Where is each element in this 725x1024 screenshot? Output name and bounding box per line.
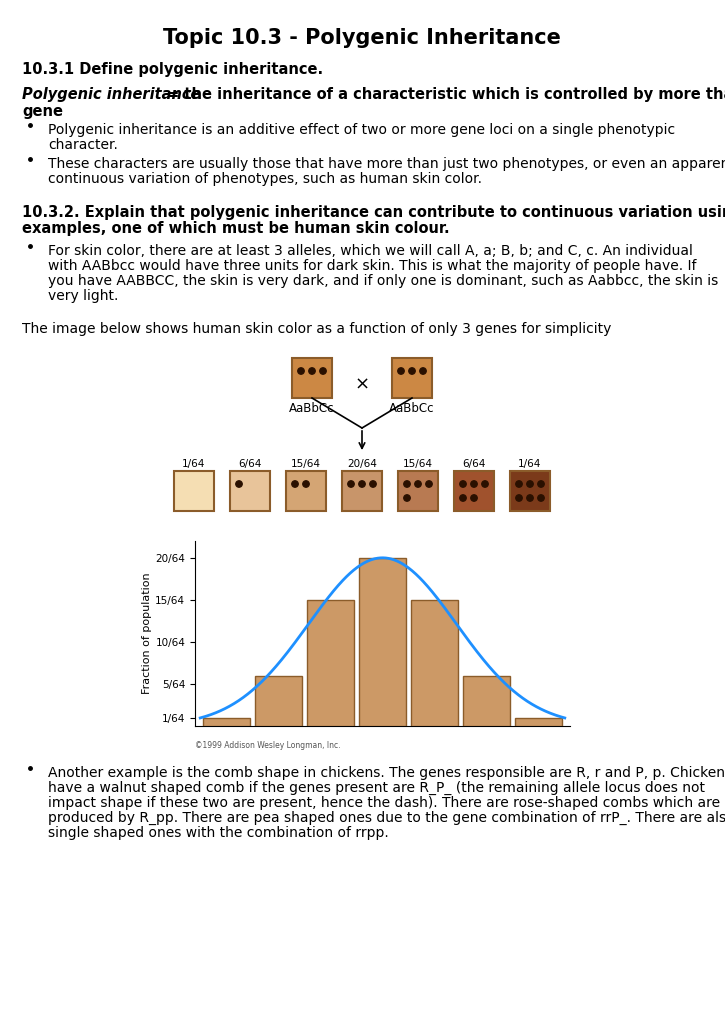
Circle shape <box>236 481 242 487</box>
Circle shape <box>538 495 544 501</box>
Text: 20/64: 20/64 <box>347 459 377 469</box>
Text: AaBbCc: AaBbCc <box>389 402 435 415</box>
Text: Polygenic inheritance: Polygenic inheritance <box>22 87 200 102</box>
Bar <box>292 358 332 398</box>
Text: 1/64: 1/64 <box>182 459 206 469</box>
Text: 6/64: 6/64 <box>239 459 262 469</box>
Circle shape <box>538 481 544 487</box>
Bar <box>392 358 432 398</box>
Text: = the inheritance of a characteristic which is controlled by more than one: = the inheritance of a characteristic wh… <box>162 87 725 102</box>
Text: AaBbCc: AaBbCc <box>289 402 335 415</box>
Circle shape <box>409 368 415 374</box>
Text: For skin color, there are at least 3 alleles, which we will call A, a; B, b; and: For skin color, there are at least 3 all… <box>48 244 693 258</box>
Bar <box>398 471 438 511</box>
Text: you have AABBCC, the skin is very dark, and if only one is dominant, such as Aab: you have AABBCC, the skin is very dark, … <box>48 274 718 288</box>
Circle shape <box>398 368 405 374</box>
Text: 10.3.1 Define polygenic inheritance.: 10.3.1 Define polygenic inheritance. <box>22 62 323 77</box>
Bar <box>342 471 382 511</box>
Circle shape <box>527 481 533 487</box>
Bar <box>307 600 354 726</box>
Circle shape <box>420 368 426 374</box>
Text: 1/64: 1/64 <box>518 459 542 469</box>
Circle shape <box>426 481 432 487</box>
Text: 15/64: 15/64 <box>403 459 433 469</box>
Text: ©1999 Addison Wesley Longman, Inc.: ©1999 Addison Wesley Longman, Inc. <box>195 740 341 750</box>
Bar <box>454 471 494 511</box>
Text: examples, one of which must be human skin colour.: examples, one of which must be human ski… <box>22 221 450 236</box>
Circle shape <box>320 368 326 374</box>
Circle shape <box>415 481 421 487</box>
Y-axis label: Fraction of population: Fraction of population <box>143 572 152 694</box>
Text: Another example is the comb shape in chickens. The genes responsible are R, r an: Another example is the comb shape in chi… <box>48 766 725 780</box>
Bar <box>286 471 326 511</box>
Text: These characters are usually those that have more than just two phenotypes, or e: These characters are usually those that … <box>48 157 725 171</box>
Bar <box>359 558 406 726</box>
Text: gene: gene <box>22 104 63 119</box>
Bar <box>203 718 249 726</box>
Circle shape <box>460 481 466 487</box>
Circle shape <box>404 481 410 487</box>
Bar <box>255 676 302 726</box>
Circle shape <box>370 481 376 487</box>
Circle shape <box>482 481 488 487</box>
Circle shape <box>471 495 477 501</box>
Bar <box>411 600 458 726</box>
Text: 10.3.2. Explain that polygenic inheritance can contribute to continuous variatio: 10.3.2. Explain that polygenic inheritan… <box>22 205 725 220</box>
Text: produced by R_pp. There are pea shaped ones due to the gene combination of rrP_.: produced by R_pp. There are pea shaped o… <box>48 811 725 825</box>
Text: have a walnut shaped comb if the genes present are R_P_ (the remaining allele lo: have a walnut shaped comb if the genes p… <box>48 781 705 796</box>
Circle shape <box>471 481 477 487</box>
Circle shape <box>527 495 533 501</box>
Bar <box>174 471 214 511</box>
Bar <box>463 676 510 726</box>
Circle shape <box>515 495 522 501</box>
Circle shape <box>460 495 466 501</box>
Circle shape <box>291 481 298 487</box>
Bar <box>510 471 550 511</box>
Bar <box>515 718 562 726</box>
Bar <box>230 471 270 511</box>
Text: ×: × <box>355 376 370 394</box>
Text: 6/64: 6/64 <box>463 459 486 469</box>
Circle shape <box>515 481 522 487</box>
Text: 15/64: 15/64 <box>291 459 321 469</box>
Text: very light.: very light. <box>48 289 118 303</box>
Circle shape <box>348 481 355 487</box>
Text: single shaped ones with the combination of rrpp.: single shaped ones with the combination … <box>48 826 389 840</box>
Text: Polygenic inheritance is an additive effect of two or more gene loci on a single: Polygenic inheritance is an additive eff… <box>48 123 675 137</box>
Text: continuous variation of phenotypes, such as human skin color.: continuous variation of phenotypes, such… <box>48 172 482 186</box>
Text: Topic 10.3 - Polygenic Inheritance: Topic 10.3 - Polygenic Inheritance <box>163 28 561 48</box>
Text: character.: character. <box>48 138 118 152</box>
Circle shape <box>298 368 304 374</box>
Circle shape <box>404 495 410 501</box>
Text: impact shape if these two are present, hence the dash). There are rose-shaped co: impact shape if these two are present, h… <box>48 796 720 810</box>
Text: The image below shows human skin color as a function of only 3 genes for simplic: The image below shows human skin color a… <box>22 322 611 336</box>
Text: with AABbcc would have three units for dark skin. This is what the majority of p: with AABbcc would have three units for d… <box>48 259 697 273</box>
Circle shape <box>359 481 365 487</box>
Circle shape <box>303 481 309 487</box>
Circle shape <box>309 368 315 374</box>
